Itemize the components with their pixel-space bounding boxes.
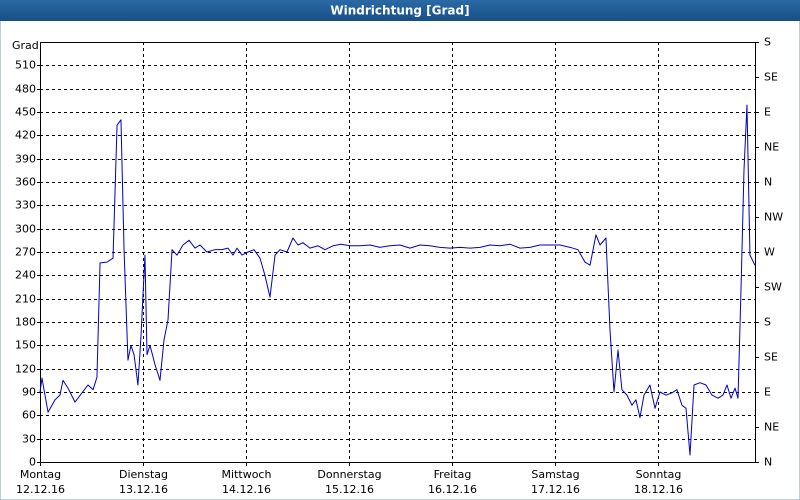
y2-tick-label: NE <box>764 141 779 154</box>
x-tick-label: 12.12.16 <box>16 483 65 496</box>
x-tick-label: 14.12.16 <box>222 483 271 496</box>
y-tick-label: 360 <box>15 176 36 189</box>
y2-tick-label: NE <box>764 421 779 434</box>
y-tick-label: 390 <box>15 153 36 166</box>
y2-tick-label: NW <box>764 211 783 224</box>
x-tick-label: 16.12.16 <box>428 483 477 496</box>
x-tick-label: 13.12.16 <box>119 483 168 496</box>
y2-tick-label: SE <box>764 71 778 84</box>
x-tick-label: 15.12.16 <box>325 483 374 496</box>
plot-frame <box>40 42 756 463</box>
y2-tick-label: E <box>764 106 771 119</box>
y-tick-label: 30 <box>22 433 36 446</box>
y2-tick-label: W <box>764 246 775 259</box>
plot-area: 0 30 60 90 120 150 180 210 240 270 300 330 360 390 420… <box>15 36 783 497</box>
y-tick-label: 480 <box>15 83 36 96</box>
x-tick-label: Donnerstag <box>317 468 381 481</box>
y-tick-label: 90 <box>22 386 36 399</box>
y-tick-label: 180 <box>15 316 36 329</box>
x-tick-label: Freitag <box>434 468 472 481</box>
y2-tick-label: E <box>764 386 771 399</box>
chart-title: Windrichtung [Grad] <box>330 4 469 18</box>
y-tick-label: 510 <box>15 59 36 72</box>
title-bar <box>0 0 800 21</box>
y-tick-label: 210 <box>15 293 36 306</box>
y-tick-label: 270 <box>15 246 36 259</box>
x-tick-label: 17.12.16 <box>531 483 580 496</box>
y2-tick-label: N <box>764 176 772 189</box>
y-tick-label: 330 <box>15 199 36 212</box>
x-tick-label: Mittwoch <box>222 468 272 481</box>
y-tick-label: 60 <box>22 409 36 422</box>
y-axis-label: Grad <box>12 39 39 52</box>
x-tick-label: Sonntag <box>636 468 682 481</box>
x-tick-label: Dienstag <box>119 468 168 481</box>
data-line <box>39 104 756 456</box>
y2-tick-label: SE <box>764 351 778 364</box>
y-tick-label: 120 <box>15 363 36 376</box>
y-tick-label: 420 <box>15 129 36 142</box>
y-tick-label: 300 <box>15 223 36 236</box>
y-tick-label: 240 <box>15 269 36 282</box>
y-tick-label: 0 <box>29 456 36 469</box>
y2-tick-label: N <box>764 456 772 469</box>
y2-tick-label: SW <box>764 281 782 294</box>
x-tick-label: Samstag <box>531 468 579 481</box>
x-tick-label: 18.12.16 <box>634 483 683 496</box>
y-tick-label: 450 <box>15 106 36 119</box>
x-tick-label: Montag <box>20 468 61 481</box>
y-tick-label: 150 <box>15 339 36 352</box>
y2-tick-label: S <box>764 36 771 49</box>
y2-tick-label: S <box>764 316 771 329</box>
